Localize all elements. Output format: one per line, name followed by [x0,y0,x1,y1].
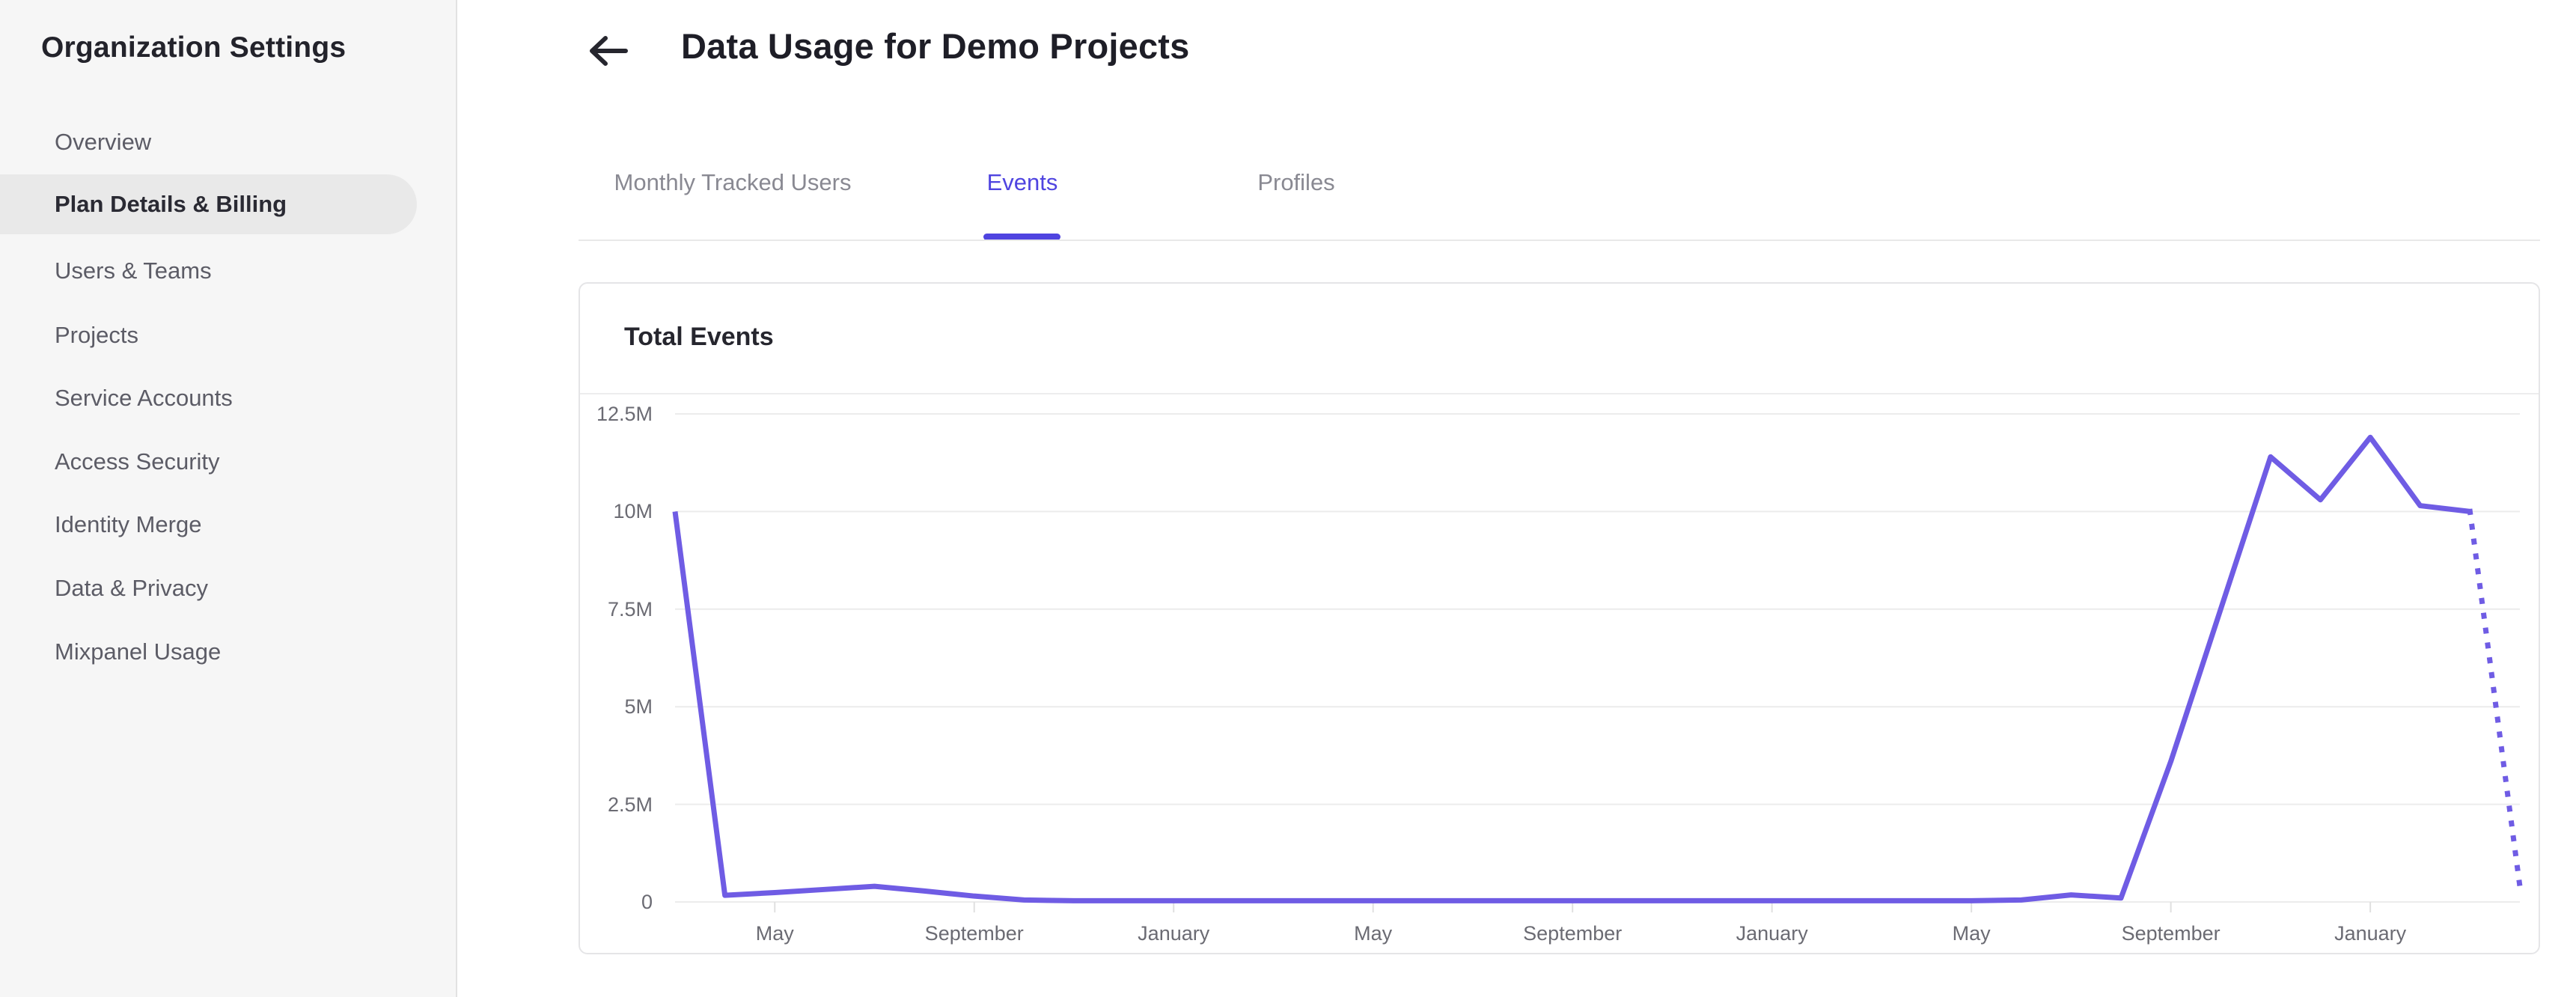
x-axis-label: September [924,922,1024,945]
tab-events[interactable]: Events [986,169,1058,195]
y-axis-label: 0 [641,891,653,913]
sidebar-title: Organization Settings [41,31,347,64]
selected-item-highlight [0,174,417,234]
tabs-divider [579,240,2540,241]
total-events-card: Total Events 12.5M 10M 7.5M 5M 2.5M 0 May Sept… [579,282,2540,954]
x-axis-label: January [1736,922,1808,945]
y-axis-label: 10M [613,500,653,523]
x-axis-label: January [1138,922,1210,945]
arrow-left-icon [587,34,630,71]
back-button[interactable] [585,33,632,72]
tab-monthly-tracked-users[interactable]: Monthly Tracked Users [614,169,852,195]
sidebar-item-overview[interactable]: Overview [55,129,152,155]
active-tab-underline [983,234,1060,240]
sidebar-item-users-teams[interactable]: Users & Teams [55,257,212,284]
card-header-divider [580,393,2539,394]
sidebar-item-plan-details-billing[interactable]: Plan Details & Billing [55,191,287,217]
x-axis-label: January [2334,922,2407,945]
sidebar-item-data-privacy[interactable]: Data & Privacy [55,575,209,601]
y-axis-label: 12.5M [596,403,653,425]
sidebar-item-mixpanel-usage[interactable]: Mixpanel Usage [55,638,222,665]
x-axis-label: September [1523,922,1623,945]
y-axis-label: 5M [624,695,653,719]
sidebar-main-divider [456,0,457,997]
page-title: Data Usage for Demo Projects [681,26,1190,66]
y-axis-label: 2.5M [607,793,653,816]
sidebar-item-identity-merge[interactable]: Identity Merge [55,511,202,537]
x-axis-label: September [2121,922,2221,945]
sidebar-item-projects[interactable]: Projects [55,322,138,348]
tab-profiles[interactable]: Profiles [1257,169,1335,195]
x-axis-label: May [1952,922,1991,945]
x-axis-label: May [1354,922,1393,945]
events-line-projected-dotted [2467,508,2523,890]
sidebar: Organization Settings Overview Plan Deta… [0,0,457,997]
sidebar-item-access-security[interactable]: Access Security [55,448,220,475]
chart-title: Total Events [624,323,774,351]
sidebar-item-service-accounts[interactable]: Service Accounts [55,385,233,411]
x-axis-label: May [755,922,794,945]
total-events-line-chart [672,413,2523,912]
y-axis-label: 7.5M [607,597,653,621]
events-line-solid [672,434,2470,903]
